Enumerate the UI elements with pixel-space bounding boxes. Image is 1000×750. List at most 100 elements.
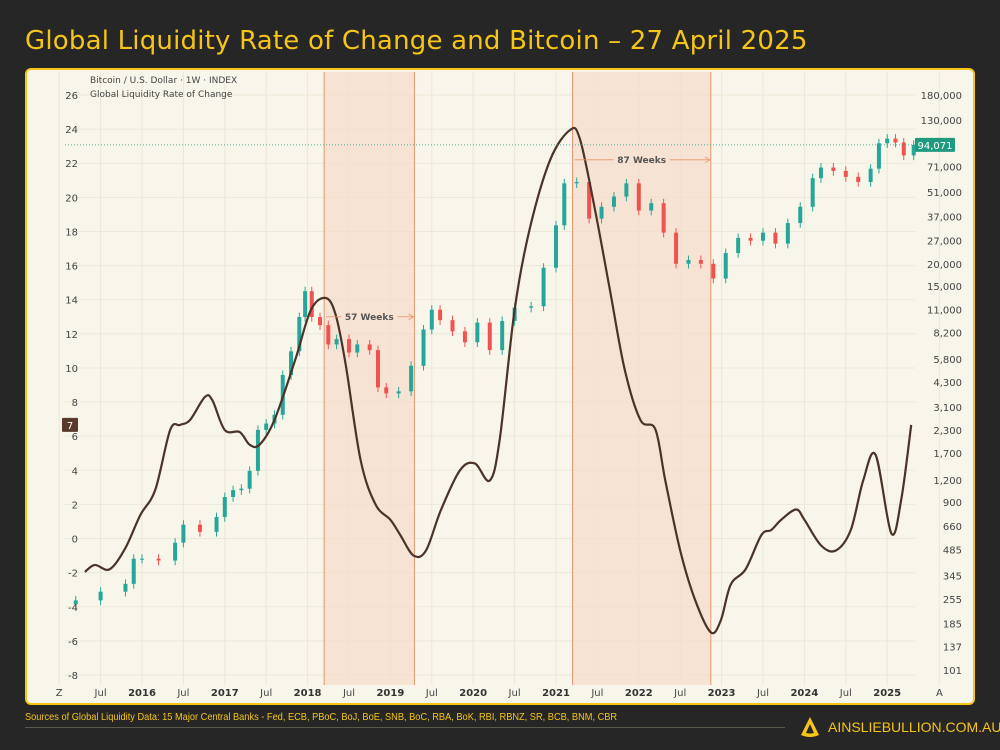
left-axis-tick: -6 <box>68 637 78 648</box>
candle-body <box>911 144 916 156</box>
candle-body <box>599 206 604 219</box>
candle-body <box>698 260 703 264</box>
x-axis-tick: 2025 <box>873 688 901 699</box>
candle-body <box>222 497 227 518</box>
candle-body <box>98 591 103 601</box>
right-axis-tick: 185 <box>943 620 962 631</box>
candle-body <box>255 429 260 471</box>
left-axis-tick: 6 <box>72 432 78 443</box>
candle-body <box>736 237 741 254</box>
candle-body <box>711 263 716 279</box>
candle-body <box>355 344 360 353</box>
left-axis-tick: 14 <box>65 296 78 307</box>
candle-body <box>773 232 778 244</box>
candle-body <box>636 183 641 211</box>
candle-body <box>723 253 728 279</box>
logo-text: AINSLIEBULLION.COM.AU <box>828 719 1000 735</box>
right-axis-tick: 900 <box>943 498 962 509</box>
candle-body <box>876 143 881 169</box>
arrow-head-icon <box>704 156 711 164</box>
left-axis-tick: 18 <box>65 227 78 238</box>
right-axis-tick: 5,800 <box>933 355 962 366</box>
candle-body <box>429 309 434 330</box>
left-axis-tick: 24 <box>65 125 78 136</box>
right-axis-tick: 4,300 <box>933 378 962 389</box>
candle-body <box>326 325 331 345</box>
left-axis-tick: 16 <box>65 262 78 273</box>
x-axis-tick: Jul <box>673 688 686 699</box>
left-axis-tick: -8 <box>68 671 78 682</box>
x-axis-tick: 2022 <box>625 688 653 699</box>
left-axis-tick: 10 <box>65 364 78 375</box>
right-axis-tick: 345 <box>943 572 962 583</box>
x-axis-tick: 2019 <box>376 688 404 699</box>
x-axis-tick: Jul <box>342 688 355 699</box>
candle-body <box>173 542 178 561</box>
candle-body <box>181 524 186 543</box>
legend-liquidity: Global Liquidity Rate of Change <box>90 90 233 100</box>
shaded-period <box>572 72 711 685</box>
candle-body <box>649 203 654 211</box>
candle-body <box>868 168 873 182</box>
x-axis-tick: Jul <box>839 688 852 699</box>
x-axis-tick: 2024 <box>790 688 818 699</box>
right-axis-tick: 51,000 <box>927 188 962 199</box>
candle-body <box>123 583 128 592</box>
left-axis-tick: 22 <box>65 159 78 170</box>
last-price-badge <box>915 137 955 152</box>
x-axis-tick: Jul <box>425 688 438 699</box>
x-axis-tick: Z <box>56 688 63 699</box>
brand-logo[interactable]: AINSLIEBULLION.COM.AU <box>800 716 1000 738</box>
liquidity-roc-line <box>84 126 913 635</box>
candle-body <box>624 183 629 197</box>
right-axis-tick: 180,000 <box>921 91 962 102</box>
candle-body <box>462 331 467 343</box>
candle-body <box>541 267 546 307</box>
candle-body <box>885 138 890 144</box>
ainslie-logo-icon <box>801 717 819 737</box>
right-axis-tick: 2,300 <box>933 426 962 437</box>
right-axis-tick: 71,000 <box>927 162 962 173</box>
x-axis-tick: Jul <box>259 688 272 699</box>
candle-body <box>611 196 616 207</box>
x-axis-tick: 2018 <box>294 688 322 699</box>
candle-body <box>131 558 136 584</box>
chart-title: Global Liquidity Rate of Change and Bitc… <box>25 26 808 56</box>
candle-body <box>239 488 244 491</box>
x-axis-tick: Jul <box>94 688 107 699</box>
right-axis-tick: 27,000 <box>927 237 962 248</box>
candle-body <box>347 339 351 353</box>
candle-body <box>810 178 815 207</box>
shaded-period <box>324 72 415 685</box>
right-axis-tick: 1,700 <box>933 449 962 460</box>
candle-body <box>140 558 144 560</box>
candle-body <box>562 183 567 226</box>
candle-body <box>574 181 579 184</box>
right-axis-tick: 485 <box>943 545 962 556</box>
candle-body <box>856 176 861 182</box>
duration-label: 87 Weeks <box>617 156 666 166</box>
candle-body <box>818 167 823 179</box>
candle-body <box>303 291 308 318</box>
right-axis-tick: 20,000 <box>927 260 962 271</box>
right-axis-tick: 660 <box>943 522 962 533</box>
right-axis-tick: 255 <box>943 595 962 606</box>
current-value-label: 7 <box>67 421 73 432</box>
candle-body <box>893 138 898 143</box>
left-axis-tick: 0 <box>72 535 78 546</box>
liquidity-line <box>84 126 913 635</box>
legend-bitcoin: Bitcoin / U.S. Dollar · 1W · INDEX <box>90 76 237 86</box>
candle-body <box>375 350 380 388</box>
x-axis-tick: Jul <box>590 688 603 699</box>
right-axis-tick: 1,200 <box>933 476 962 487</box>
left-axis-tick: 4 <box>72 466 78 477</box>
candle-body <box>554 225 558 268</box>
footer-divider <box>25 727 785 728</box>
left-axis-tick: -4 <box>68 603 78 614</box>
right-axis-tick: 137 <box>943 643 962 654</box>
right-axis-tick: 3,100 <box>933 403 962 414</box>
candle-body <box>450 320 455 332</box>
candle-body <box>367 344 372 351</box>
candle-body <box>384 387 389 394</box>
candle-body <box>247 470 252 489</box>
